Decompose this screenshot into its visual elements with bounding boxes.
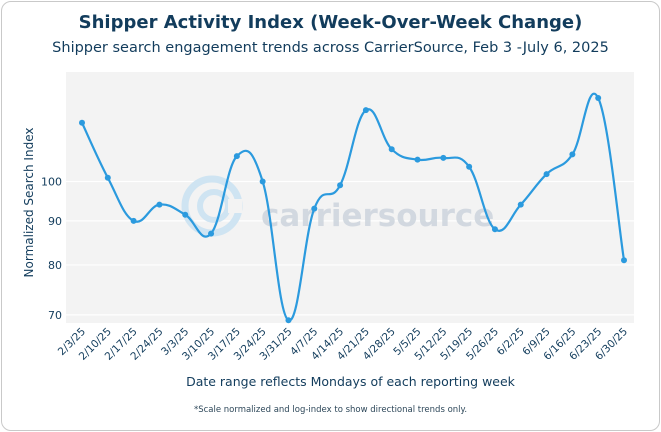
data-point: [414, 156, 421, 163]
plot-area: [66, 72, 634, 323]
y-axis-label: Normalized Search Index: [22, 128, 36, 278]
chart-title: Shipper Activity Index (Week-Over-Week C…: [78, 12, 583, 33]
y-tick-label: 90: [48, 215, 62, 228]
data-point: [259, 178, 266, 185]
footnote: *Scale normalized and log-index to show …: [193, 405, 468, 415]
data-point: [491, 226, 498, 233]
x-axis-label: Date range reflects Mondays of each repo…: [186, 374, 515, 389]
y-tick-label: 100: [41, 175, 62, 188]
data-point: [621, 257, 627, 264]
data-point: [130, 217, 137, 224]
data-point: [208, 230, 215, 237]
data-point: [79, 119, 85, 126]
x-tick-label: 6/2/25: [494, 326, 526, 358]
data-point: [388, 146, 395, 153]
chart-subtitle: Shipper search engagement trends across …: [52, 40, 609, 56]
data-point: [517, 201, 524, 208]
data-point: [337, 182, 344, 189]
data-point: [362, 107, 369, 114]
data-point: [543, 171, 550, 178]
y-tick-label: 80: [48, 259, 62, 272]
data-point: [440, 154, 447, 161]
data-point: [285, 317, 292, 324]
watermark: carriersource: [181, 175, 494, 237]
y-tick-label: 70: [48, 309, 62, 322]
data-point: [156, 201, 163, 208]
data-point: [311, 205, 318, 212]
data-point: [182, 211, 189, 218]
data-point: [233, 153, 240, 160]
data-point: [595, 95, 602, 102]
data-point: [466, 163, 473, 170]
svg-text:carriersource: carriersource: [261, 198, 494, 234]
data-point: [104, 174, 111, 181]
data-point: [569, 151, 576, 158]
